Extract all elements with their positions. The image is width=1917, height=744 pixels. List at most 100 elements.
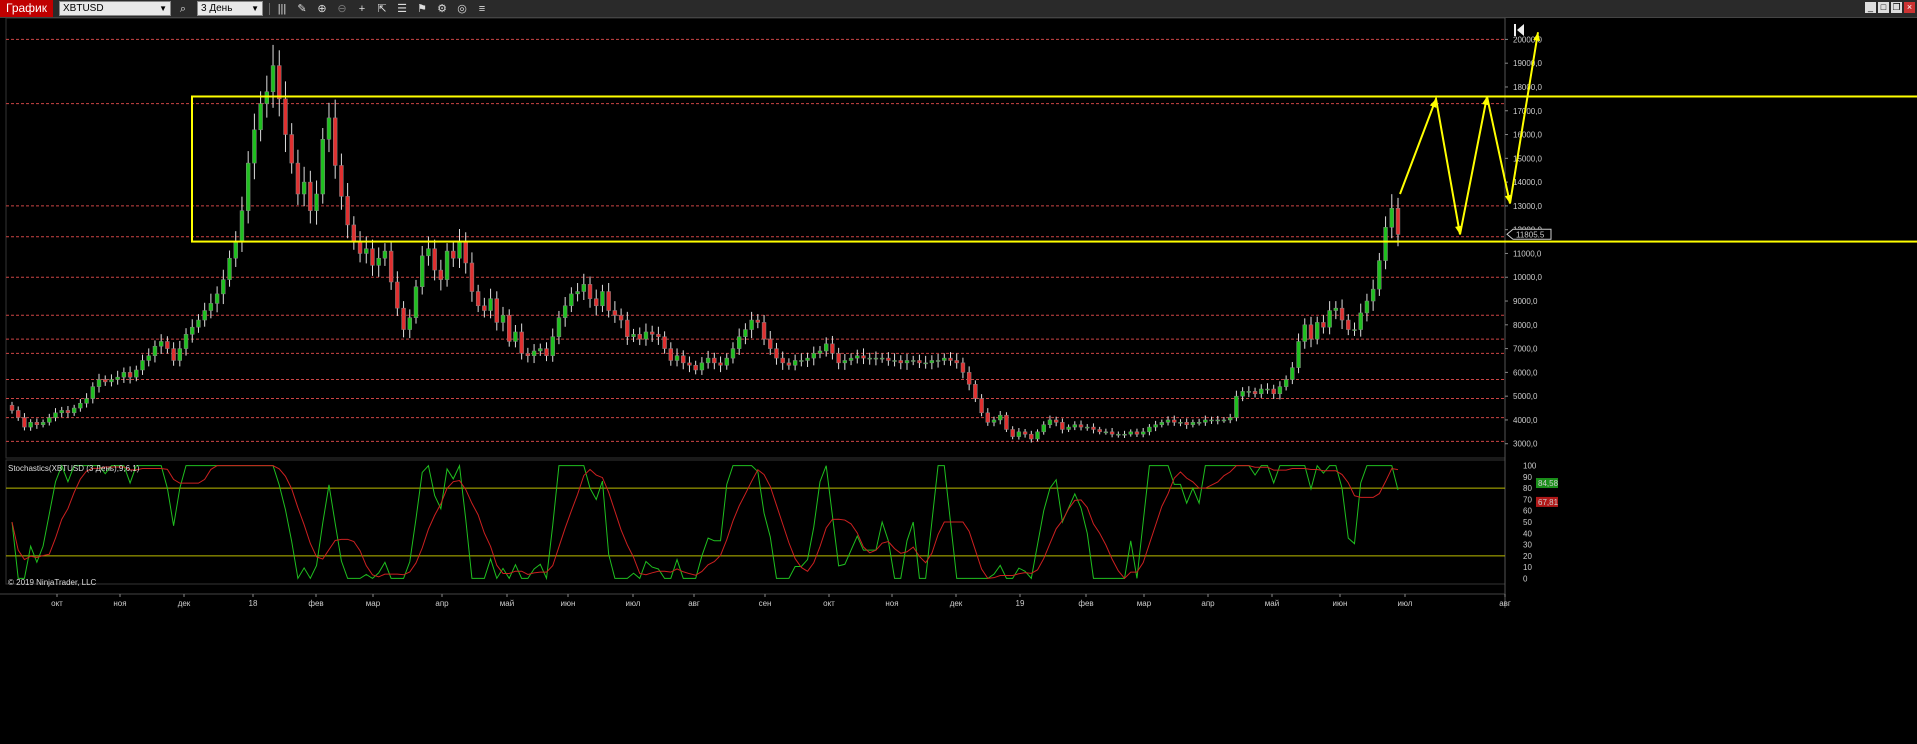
down-candle <box>1172 419 1177 423</box>
y-tick-label: 7000,0 <box>1513 345 1538 354</box>
up-candle <box>158 341 164 347</box>
up-candle <box>991 419 997 423</box>
maximize-icon[interactable]: □ <box>1878 2 1889 13</box>
up-candle <box>867 357 872 360</box>
stoch-y-tick-label: 100 <box>1523 462 1537 471</box>
indicator-label: Stochastics(XBTUSD (3 День),9,6,1) <box>8 464 140 473</box>
down-candle <box>1091 426 1096 430</box>
stoch-y-tick-label: 40 <box>1523 529 1532 538</box>
minimize-icon[interactable]: _ <box>1865 2 1876 13</box>
stochastics-panel <box>5 459 1506 585</box>
down-candle <box>587 284 593 299</box>
up-candle <box>531 350 537 356</box>
down-candle <box>973 384 978 399</box>
k-value-label: 84,58 <box>1538 479 1559 488</box>
down-candle <box>618 315 624 321</box>
symbol-select[interactable]: XBTUSD ▼ <box>59 1 171 16</box>
up-candle <box>581 284 586 292</box>
up-candle <box>743 329 748 337</box>
interval-value: 3 День <box>201 3 233 14</box>
up-candle <box>1383 227 1388 261</box>
up-candle <box>1370 288 1376 302</box>
down-candle <box>1060 422 1065 430</box>
x-tick-label: авг <box>688 599 700 608</box>
down-candle <box>966 372 972 385</box>
up-candle <box>376 257 381 266</box>
arrow-head <box>1429 98 1437 108</box>
up-candle <box>1147 426 1152 433</box>
up-candle <box>1358 312 1363 330</box>
up-candle <box>935 360 941 362</box>
d-value-badge <box>1536 496 1558 507</box>
up-candle <box>121 372 127 378</box>
up-candle <box>1196 422 1202 424</box>
down-candle <box>339 165 344 197</box>
up-candle <box>1159 422 1164 425</box>
up-candle <box>1290 367 1295 380</box>
up-candle <box>190 326 195 335</box>
down-candle <box>606 291 611 311</box>
search-icon[interactable]: ⌕ <box>179 2 187 15</box>
x-tick-label: ноя <box>113 599 126 608</box>
restore-icon[interactable]: ❐ <box>1891 2 1902 13</box>
bars-type-icon[interactable]: ||| <box>277 2 287 15</box>
list-icon[interactable]: ≡ <box>478 2 486 15</box>
up-candle <box>208 303 214 311</box>
up-candle <box>929 360 935 364</box>
stoch-y-tick-label: 90 <box>1523 473 1532 482</box>
down-candle <box>103 379 108 383</box>
close-icon[interactable]: × <box>1904 2 1915 13</box>
indicators-icon[interactable]: ⚙ <box>437 2 447 15</box>
up-candle <box>444 250 450 280</box>
zoom-out-icon[interactable]: ⊖ <box>337 2 347 15</box>
window-title: График <box>0 0 53 17</box>
up-candle <box>1315 322 1320 340</box>
zoom-in-icon[interactable]: ⊕ <box>317 2 327 15</box>
up-candle <box>855 355 860 359</box>
up-candle <box>1165 419 1171 423</box>
price-chart[interactable]: 20000,0 19000,0 18000,0 17000,0 16000,0 15000… <box>0 18 1917 744</box>
down-candle <box>165 341 170 349</box>
y-tick-label: 5000,0 <box>1513 392 1538 401</box>
x-tick-label: 19 <box>1016 599 1025 608</box>
down-candle <box>898 360 903 364</box>
x-tick-label: дек <box>178 599 191 608</box>
down-candle <box>612 310 618 316</box>
up-candle <box>737 336 742 349</box>
down-candle <box>1184 422 1189 425</box>
up-candle <box>488 298 493 311</box>
stochastics-k-line <box>11 463 1399 581</box>
down-candle <box>625 319 630 337</box>
pencil-icon[interactable]: ✎ <box>297 2 307 15</box>
down-candle <box>525 353 531 356</box>
stoch-y-tick-label: 30 <box>1523 541 1532 550</box>
refresh-icon[interactable]: ◎ <box>457 2 467 15</box>
arrow-head <box>1481 96 1489 106</box>
d-value-label: 67,81 <box>1538 498 1559 507</box>
crosshair-icon[interactable]: + <box>358 2 366 15</box>
x-tick-label: июл <box>1398 599 1413 608</box>
properties-icon[interactable]: ☰ <box>397 2 407 15</box>
up-candle <box>1228 417 1233 421</box>
up-candle <box>879 357 885 360</box>
up-candle <box>749 319 754 330</box>
up-candle <box>1364 300 1370 314</box>
interval-select[interactable]: 3 День ▼ <box>197 1 263 16</box>
strategies-icon[interactable]: ⚑ <box>417 2 427 15</box>
k-value-badge <box>1536 478 1558 489</box>
up-candle <box>699 362 705 371</box>
up-candle <box>1016 431 1022 437</box>
copyright-text: © 2019 NinjaTrader, LLC <box>8 578 97 587</box>
y-tick-label: 9000,0 <box>1513 297 1538 306</box>
stoch-y-tick-label: 10 <box>1523 563 1532 572</box>
range-box <box>191 95 1917 243</box>
up-candle <box>1035 431 1040 440</box>
down-candle <box>16 410 21 418</box>
down-candle <box>1022 431 1028 435</box>
up-candle <box>799 360 804 362</box>
pointer-icon[interactable]: ⇱ <box>377 2 387 15</box>
down-candle <box>1395 208 1401 235</box>
y-tick-label: 14000,0 <box>1513 178 1542 187</box>
x-tick-label: мар <box>1137 599 1152 608</box>
y-tick-label: 3000,0 <box>1513 440 1538 449</box>
